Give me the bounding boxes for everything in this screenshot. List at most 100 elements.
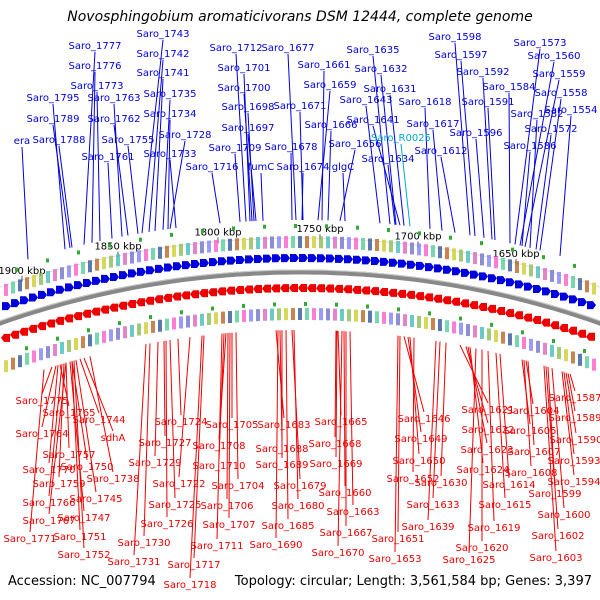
cog-block-forward — [557, 271, 561, 284]
cog-block-forward — [410, 242, 414, 255]
reverse-gene-arrow — [559, 323, 568, 332]
green-mark — [118, 321, 121, 326]
green-mark — [449, 235, 452, 240]
green-mark — [149, 315, 152, 320]
forward-gene-leader — [287, 53, 297, 221]
cog-block-forward — [319, 236, 323, 249]
cog-block-reverse — [214, 312, 218, 325]
cog-block-forward — [74, 263, 78, 276]
cog-block-reverse — [235, 310, 239, 323]
cog-block-forward — [438, 246, 442, 259]
reverse-gene-leader — [293, 330, 299, 500]
cog-block-forward — [571, 276, 575, 289]
cog-block-reverse — [291, 308, 295, 321]
cog-block-forward — [298, 236, 302, 249]
cog-block-forward — [249, 237, 253, 250]
forward-gene-leader — [96, 91, 101, 242]
cog-block-forward — [102, 257, 106, 270]
cog-block-reverse — [578, 353, 582, 366]
reverse-gene-leader — [561, 371, 575, 476]
reverse-gene-label: Saro_1619 — [468, 523, 521, 534]
forward-gene-label: Saro_1572 — [525, 124, 578, 135]
forward-gene-arrow — [254, 254, 263, 263]
forward-gene-leader — [243, 93, 253, 222]
reverse-gene-leader — [432, 341, 441, 499]
cog-block-forward — [151, 247, 155, 260]
forward-gene-label: Saro_1789 — [27, 114, 80, 125]
green-mark — [46, 258, 49, 263]
cog-block-forward — [46, 271, 50, 284]
forward-gene-label: Saro_1674 — [277, 162, 330, 173]
cog-block-reverse — [361, 310, 365, 323]
reverse-gene-label: Saro_1605 — [504, 426, 557, 437]
kbp-tick-label: 1750 kbp — [296, 224, 343, 235]
reverse-gene-leader — [29, 369, 45, 533]
cog-block-reverse — [242, 309, 246, 322]
forward-gene-arrow — [407, 260, 416, 269]
cog-block-reverse — [39, 348, 43, 361]
cog-block-forward — [60, 267, 64, 280]
cog-block-reverse — [340, 308, 344, 321]
forward-gene-arrow — [461, 268, 470, 277]
cog-block-reverse — [487, 328, 491, 341]
reverse-gene-leader — [499, 353, 510, 479]
green-mark — [335, 302, 338, 307]
reverse-gene-arrow — [154, 295, 163, 304]
cog-block-reverse — [11, 357, 15, 370]
cog-block-reverse — [424, 316, 428, 329]
reverse-gene-leader — [75, 359, 97, 493]
reverse-gene-label: Saro_1731 — [108, 557, 161, 568]
forward-gene-label: glgC — [332, 162, 354, 173]
cog-block-reverse — [585, 356, 589, 369]
forward-gene-arrow — [578, 298, 587, 307]
reverse-gene-arrow — [487, 304, 496, 313]
reverse-gene-leader — [177, 338, 182, 416]
forward-gene-label: Saro_1558 — [535, 88, 588, 99]
cog-block-forward — [109, 255, 113, 268]
forward-gene-leader — [521, 151, 531, 247]
cog-block-reverse — [305, 308, 309, 321]
green-mark — [56, 336, 59, 341]
forward-gene-arrow — [398, 259, 407, 268]
reverse-gene-label: Saro_1621 — [462, 405, 515, 416]
green-mark — [387, 227, 390, 232]
forward-gene-label: Saro_1586 — [504, 141, 557, 152]
cog-block-forward — [473, 252, 477, 265]
reverse-gene-label: Saro_1718 — [164, 580, 217, 591]
forward-gene-arrow — [515, 280, 524, 289]
cog-block-forward — [536, 266, 540, 279]
forward-gene-leader — [432, 129, 443, 231]
forward-gene-leader — [235, 53, 247, 222]
cog-block-reverse — [522, 336, 526, 349]
forward-gene-arrow — [434, 264, 443, 273]
reverse-gene-label: Saro_1667 — [320, 528, 373, 539]
cog-block-reverse — [60, 341, 64, 354]
forward-gene-label: Saro_1712 — [210, 43, 263, 54]
forward-gene-label: Saro_1560 — [528, 51, 581, 62]
reverse-gene-arrow — [568, 326, 577, 335]
forward-gene-arrow — [497, 276, 506, 285]
forward-gene-arrow — [317, 254, 326, 263]
forward-gene-arrow — [569, 295, 578, 304]
reverse-gene-label: Saro_1602 — [532, 531, 585, 542]
reverse-gene-arrow — [136, 298, 145, 307]
reverse-gene-leader — [69, 361, 85, 512]
reverse-gene-label: Saro_1722 — [153, 479, 206, 490]
cog-block-forward — [214, 239, 218, 252]
cog-block-reverse — [207, 313, 211, 326]
cog-block-forward — [67, 265, 71, 278]
reverse-gene-leader — [235, 332, 239, 480]
forward-gene-leader — [52, 103, 66, 250]
forward-gene-label: Saro_1661 — [298, 60, 351, 71]
reverse-gene-arrow — [415, 292, 424, 301]
reverse-gene-arrow — [163, 293, 172, 302]
cog-block-reverse — [53, 343, 57, 356]
reverse-gene-arrow — [424, 293, 433, 302]
forward-gene-label: Saro_1656 — [329, 139, 382, 150]
forward-gene-leader — [372, 125, 401, 226]
forward-gene-label: Saro_1697 — [222, 123, 275, 134]
forward-gene-label: Saro_1743 — [137, 29, 190, 40]
cog-block-forward — [403, 241, 407, 254]
green-mark — [201, 229, 204, 234]
